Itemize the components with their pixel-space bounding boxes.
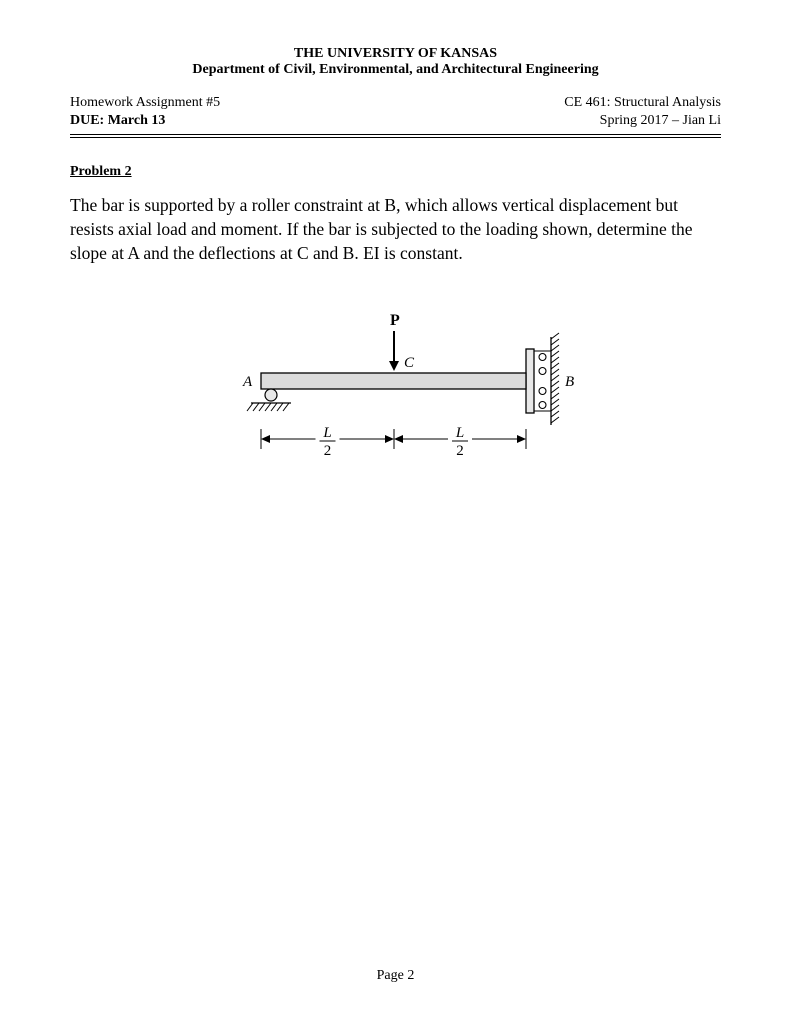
page-footer: Page 2 xyxy=(0,968,791,984)
svg-text:2: 2 xyxy=(323,443,331,459)
department-name: Department of Civil, Environmental, and … xyxy=(70,62,721,78)
header-left: Homework Assignment #5 DUE: March 13 xyxy=(70,94,220,130)
beam-diagram: P C A B L 2 L 2 xyxy=(196,289,596,489)
svg-text:L: L xyxy=(454,425,463,441)
header-row: Homework Assignment #5 DUE: March 13 CE … xyxy=(70,94,721,130)
svg-text:P: P xyxy=(390,312,400,329)
header-center: THE UNIVERSITY OF KANSAS Department of C… xyxy=(70,46,721,78)
svg-text:2: 2 xyxy=(456,443,464,459)
svg-text:A: A xyxy=(242,374,253,390)
svg-text:C: C xyxy=(404,355,415,371)
double-rule xyxy=(70,134,721,138)
assignment-label: Homework Assignment #5 xyxy=(70,94,220,112)
header-right: CE 461: Structural Analysis Spring 2017 … xyxy=(564,94,721,130)
problem-title: Problem 2 xyxy=(70,164,721,180)
term-label: Spring 2017 – Jian Li xyxy=(564,112,721,130)
svg-text:B: B xyxy=(565,374,574,390)
course-label: CE 461: Structural Analysis xyxy=(564,94,721,112)
problem-text: The bar is supported by a roller constra… xyxy=(70,194,721,265)
university-name: THE UNIVERSITY OF KANSAS xyxy=(70,46,721,62)
due-label: DUE: March 13 xyxy=(70,112,220,130)
figure-wrap: P C A B L 2 L 2 xyxy=(70,289,721,489)
svg-text:L: L xyxy=(322,425,331,441)
